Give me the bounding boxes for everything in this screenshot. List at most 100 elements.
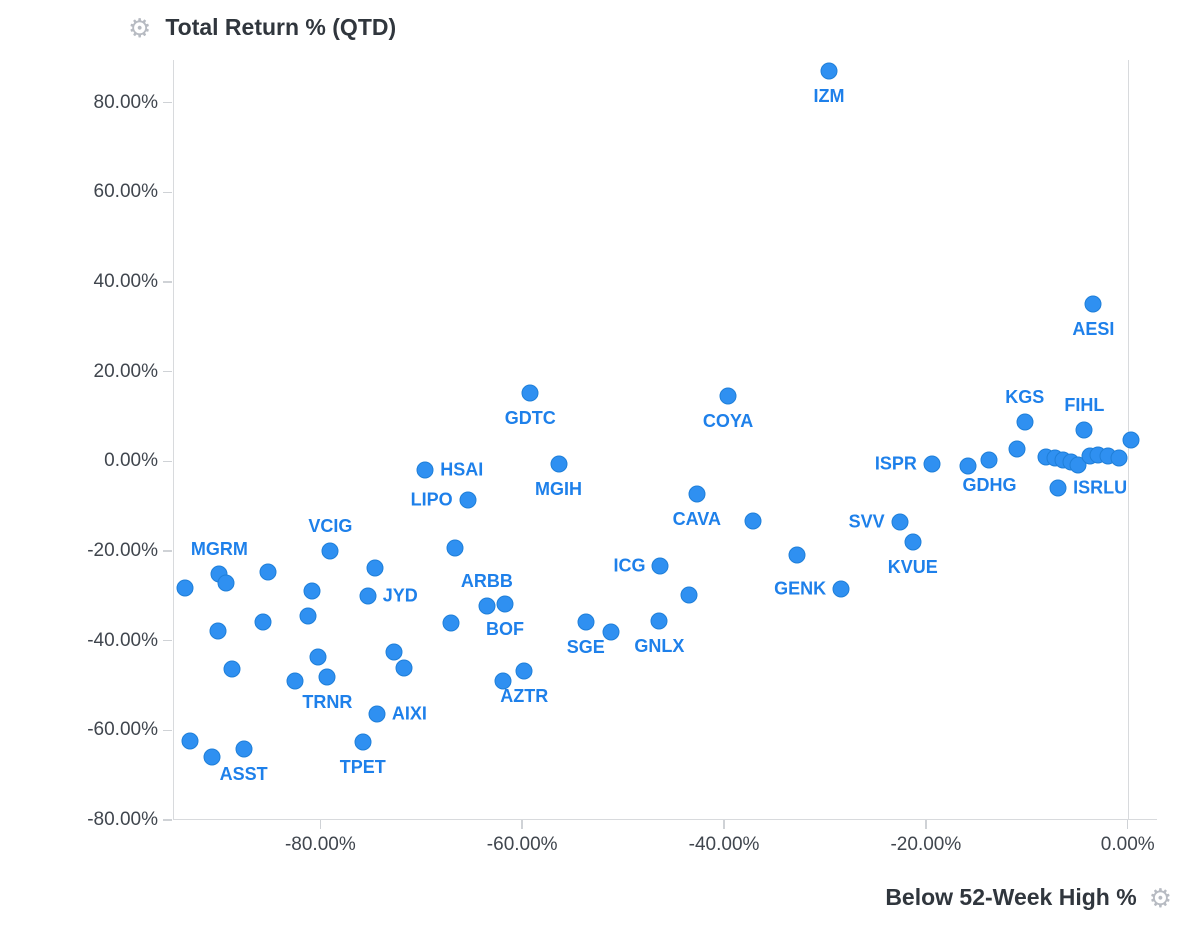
point-label: AZTR — [500, 686, 549, 707]
scatter-point[interactable] — [366, 559, 384, 577]
scatter-point[interactable] — [651, 557, 669, 575]
chart-footer: Below 52-Week High % ⚙ — [885, 884, 1172, 911]
scatter-point[interactable] — [688, 485, 706, 503]
scatter-point[interactable] — [299, 607, 317, 625]
point-label: GENK — [774, 578, 827, 599]
scatter-point[interactable] — [176, 579, 194, 597]
scatter-point[interactable] — [719, 387, 737, 405]
scatter-point[interactable] — [1016, 413, 1034, 431]
y-tick-mark — [163, 281, 172, 283]
y-tick-mark — [163, 819, 172, 821]
point-label: MGIH — [535, 478, 583, 499]
x-axis-settings-gear-icon[interactable]: ⚙ — [1148, 882, 1172, 913]
scatter-point[interactable] — [217, 574, 235, 592]
point-label: ASST — [219, 764, 268, 785]
x-tick-mark — [1126, 820, 1129, 829]
point-label: TPET — [339, 756, 386, 777]
x-tick-label: 0.00% — [1100, 834, 1155, 855]
scatter-point[interactable] — [459, 491, 477, 509]
y-tick-mark — [163, 370, 172, 373]
point-label: COYA — [702, 410, 754, 431]
scatter-point[interactable] — [321, 542, 339, 560]
scatter-point[interactable] — [254, 613, 272, 631]
scatter-point[interactable] — [318, 668, 336, 686]
x-tick-label: -20.00% — [890, 834, 962, 855]
scatter-point[interactable] — [359, 587, 377, 605]
scatter-point[interactable] — [820, 62, 838, 80]
y-tick-mark — [163, 460, 172, 463]
point-label: BOF — [486, 618, 525, 639]
y-tick-label: 40.00% — [93, 270, 158, 292]
y-tick-label: 20.00% — [93, 360, 158, 382]
point-label: GDHG — [962, 474, 1017, 495]
x-tick-mark — [521, 820, 523, 829]
x-tick-mark — [925, 820, 927, 829]
x-tick-label: -80.00% — [284, 834, 356, 855]
scatter-point[interactable] — [980, 451, 998, 469]
scatter-point[interactable] — [416, 461, 434, 479]
point-label: KVUE — [887, 557, 938, 577]
point-label: SVV — [848, 511, 885, 532]
x-axis-title: Below 52-Week High % — [885, 884, 1137, 910]
scatter-point[interactable] — [478, 597, 496, 615]
point-label: SGE — [566, 636, 605, 657]
y-tick-label: 0.00% — [104, 450, 158, 472]
y-axis-title: Total Return % (QTD) — [165, 14, 397, 40]
scatter-point[interactable] — [442, 614, 460, 632]
scatter-point[interactable] — [602, 623, 620, 641]
scatter-point[interactable] — [744, 512, 762, 530]
x-tick-mark — [319, 820, 322, 829]
scatter-point[interactable] — [203, 748, 221, 766]
scatter-point[interactable] — [259, 563, 277, 581]
scatter-point[interactable] — [680, 586, 698, 604]
scatter-point[interactable] — [577, 613, 595, 631]
point-label: ICG — [613, 555, 646, 576]
scatter-point[interactable] — [354, 733, 372, 751]
scatter-point[interactable] — [235, 740, 253, 758]
scatter-point[interactable] — [385, 643, 403, 661]
y-tick-mark — [163, 729, 172, 732]
point-label: GDTC — [504, 408, 556, 429]
scatter-point[interactable] — [1049, 479, 1067, 497]
scatter-point[interactable] — [923, 455, 941, 473]
y-tick-mark — [163, 550, 172, 552]
scatter-point[interactable] — [494, 672, 512, 690]
scatter-point[interactable] — [1008, 440, 1026, 458]
scatter-point[interactable] — [1084, 295, 1102, 313]
scatter-point[interactable] — [223, 660, 241, 678]
scatter-point[interactable] — [550, 455, 568, 473]
scatter-point[interactable] — [286, 672, 304, 690]
point-label: VCIG — [308, 515, 353, 536]
y-tick-label: 60.00% — [93, 181, 158, 203]
y-tick-label: -80.00% — [87, 809, 158, 830]
scatter-point[interactable] — [303, 582, 321, 600]
scatter-point[interactable] — [959, 457, 977, 475]
scatter-point[interactable] — [1122, 431, 1140, 449]
scatter-point[interactable] — [788, 546, 806, 564]
point-label: AESI — [1072, 319, 1115, 340]
y-axis-settings-gear-icon[interactable]: ⚙ — [128, 12, 152, 43]
scatter-point[interactable] — [515, 662, 533, 680]
point-label: AIXI — [391, 703, 427, 724]
scatter-point[interactable] — [446, 539, 464, 557]
scatter-point[interactable] — [209, 622, 227, 640]
scatter-point[interactable] — [904, 533, 922, 551]
point-label: JYD — [382, 585, 418, 606]
scatter-point[interactable] — [832, 580, 850, 598]
scatter-point[interactable] — [181, 732, 199, 750]
scatter-point[interactable] — [650, 612, 668, 630]
scatter-point[interactable] — [891, 513, 909, 531]
scatter-point[interactable] — [1075, 421, 1093, 439]
point-label: FIHL — [1064, 394, 1105, 415]
scatter-point[interactable] — [521, 384, 539, 402]
scatter-point[interactable] — [309, 648, 327, 666]
point-label: LIPO — [410, 489, 453, 510]
scatter-point[interactable] — [368, 705, 386, 723]
scatter-point[interactable] — [496, 595, 514, 613]
y-tick-label: -20.00% — [87, 539, 158, 561]
y-tick-label: -60.00% — [87, 719, 158, 741]
y-tick-mark — [163, 639, 172, 642]
point-label: CAVA — [672, 509, 721, 530]
scatter-point[interactable] — [395, 659, 413, 677]
scatter-point[interactable] — [1110, 449, 1128, 467]
